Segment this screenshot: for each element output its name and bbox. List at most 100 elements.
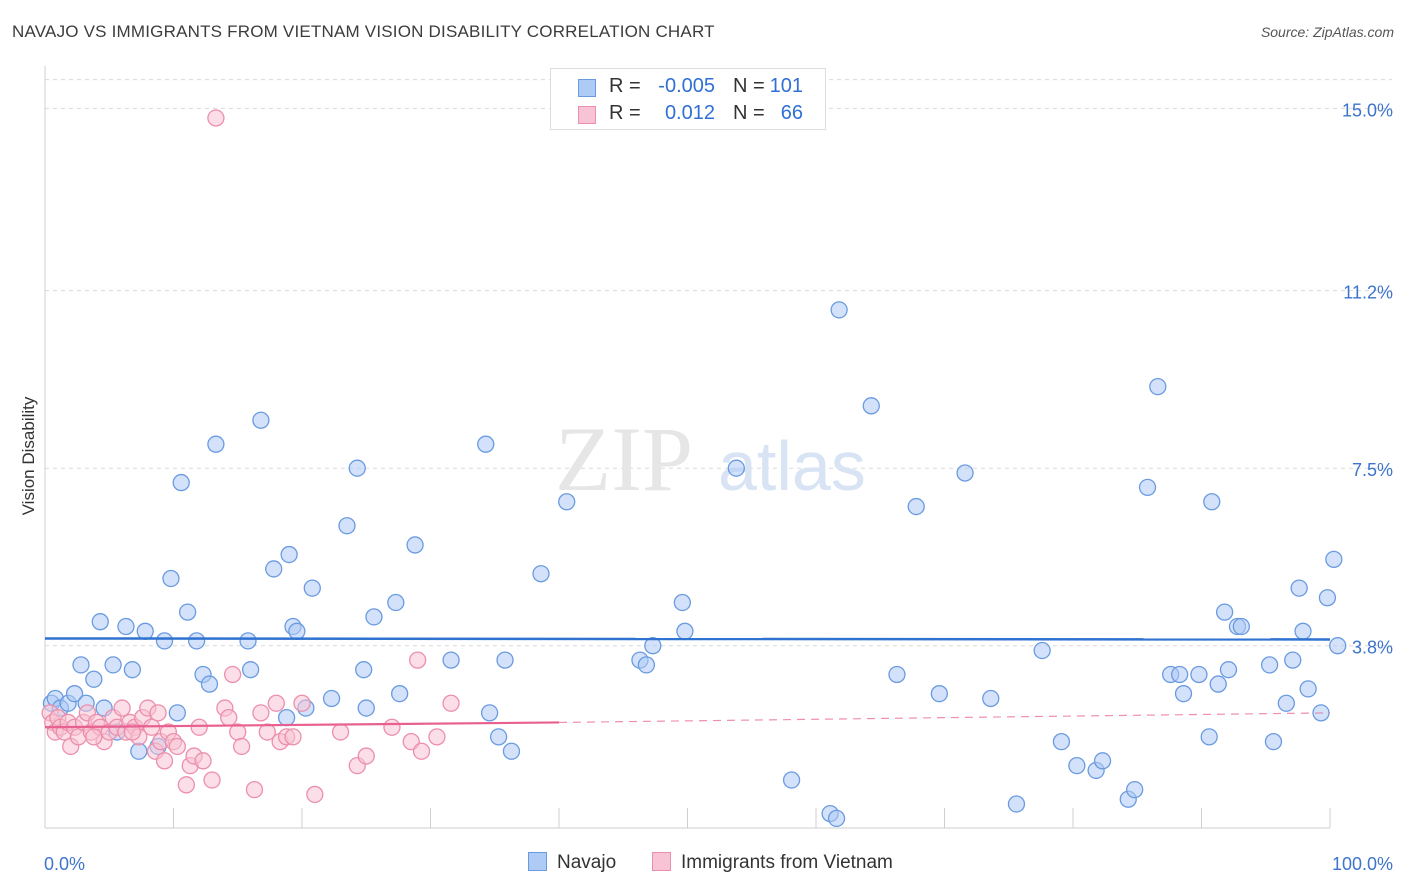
navajo-point: [1126, 780, 1144, 799]
navajo-point: [1215, 603, 1234, 621]
navajo-point: [117, 617, 135, 636]
vietnam-point: [223, 665, 242, 684]
navajo-point: [303, 579, 321, 597]
navajo-trend-line: [44, 637, 1331, 641]
watermark: ZIP atlas: [555, 408, 866, 510]
vietnam-point: [293, 694, 311, 712]
navajo-point: [241, 661, 260, 679]
navajo-point: [338, 517, 356, 535]
navajo-point: [265, 560, 283, 578]
navajo-point: [406, 536, 424, 554]
navajo-point: [355, 661, 373, 679]
legend-row-navajo: R = -0.005 N = 101: [551, 75, 825, 102]
navajo-point: [365, 608, 383, 626]
navajo-point: [1264, 732, 1283, 751]
x-tick-label-max: 100.0%: [1332, 854, 1393, 874]
vietnam-point: [85, 728, 103, 746]
navajo-point: [65, 685, 84, 703]
vietnam-point: [252, 704, 270, 722]
vietnam-point: [412, 742, 431, 760]
trend-lines: [44, 637, 1331, 729]
data-points: [41, 109, 1347, 828]
navajo-point: [123, 661, 142, 679]
navajo-point: [1033, 641, 1051, 660]
navajo-point: [280, 545, 298, 564]
navajo-point: [673, 593, 692, 612]
navajo-point: [480, 704, 499, 722]
vietnam-trend-extension: [558, 712, 1331, 724]
navajo-point: [1007, 795, 1026, 813]
navajo-point: [1329, 637, 1347, 655]
vietnam-point: [267, 694, 285, 712]
legend-item-vietnam[interactable]: Immigrants from Vietnam: [652, 852, 893, 874]
navajo-point: [85, 670, 103, 688]
navajo-point: [827, 809, 846, 828]
navajo-point: [830, 301, 848, 319]
navajo-point: [888, 665, 906, 684]
navajo-point: [155, 632, 174, 650]
navajo-point: [637, 656, 656, 674]
navajo-point: [1290, 579, 1308, 597]
navajo-point: [1068, 756, 1086, 775]
vietnam-point: [306, 785, 324, 804]
navajo-point: [1232, 617, 1250, 636]
vietnam-point: [383, 718, 401, 736]
navajo-point: [1174, 685, 1193, 703]
navajo-point: [187, 632, 206, 650]
navajo-point: [162, 569, 180, 588]
vietnam-point: [442, 694, 460, 712]
navajo-point: [72, 656, 90, 674]
legend-label-navajo: Navajo: [557, 852, 617, 873]
vietnam-point: [207, 109, 225, 127]
vietnam-swatch: [578, 106, 596, 124]
navajo-point: [207, 435, 225, 453]
navajo-point: [1138, 478, 1157, 497]
y-tick-label: 7.5%: [1352, 460, 1393, 480]
navajo-point: [496, 651, 514, 669]
navajo-point: [391, 685, 409, 703]
navajo-point: [930, 685, 949, 703]
vietnam-trend-line: [44, 721, 560, 729]
navajo-point: [239, 632, 257, 650]
navajo-swatch: [578, 79, 596, 97]
navajo-point: [322, 689, 341, 708]
navajo-point: [178, 603, 197, 621]
vietnam-point: [190, 718, 208, 736]
navajo-point: [1284, 651, 1302, 669]
vietnam-point: [284, 728, 302, 746]
navajo-point: [862, 397, 880, 415]
navajo-point: [477, 435, 495, 453]
legend-label-vietnam: Immigrants from Vietnam: [681, 852, 893, 873]
navajo-point: [288, 622, 306, 640]
navajo-point: [532, 565, 550, 583]
y-tick-label: 3.8%: [1352, 638, 1393, 658]
navajo-point: [1318, 589, 1337, 607]
vietnam-swatch: [652, 852, 671, 871]
navajo-point: [357, 699, 375, 717]
navajo-point: [1294, 622, 1312, 640]
r-value: 0.012: [664, 102, 715, 124]
y-tick-label: 11.2%: [1343, 283, 1393, 303]
navajo-point: [172, 473, 190, 492]
source-label: Source: ZipAtlas.com: [1260, 24, 1394, 40]
navajo-point: [489, 728, 508, 746]
vietnam-point: [203, 771, 221, 789]
navajo-point: [1299, 680, 1317, 698]
tick-labels: 3.8% 7.5% 11.2% 15.0% 0.0% 100.0% Vision Disab…: [19, 100, 1393, 874]
navajo-swatch: [528, 852, 547, 871]
legend-item-navajo[interactable]: Navajo: [528, 852, 616, 874]
vietnam-point: [155, 752, 174, 770]
navajo-point: [1219, 661, 1238, 679]
navajo-point: [782, 771, 801, 789]
watermark-zip: ZIP: [555, 408, 693, 510]
navajo-point: [91, 613, 109, 631]
n-label: N =: [733, 75, 765, 97]
navajo-point: [956, 464, 974, 482]
grid-lines: [45, 79, 1392, 647]
navajo-point: [502, 742, 521, 760]
legend-row-vietnam: R = 0.012 N = 66: [551, 102, 825, 129]
n-value: 66: [780, 102, 803, 124]
navajo-point: [252, 411, 270, 429]
r-value: -0.005: [658, 75, 715, 97]
vietnam-point: [220, 709, 238, 727]
